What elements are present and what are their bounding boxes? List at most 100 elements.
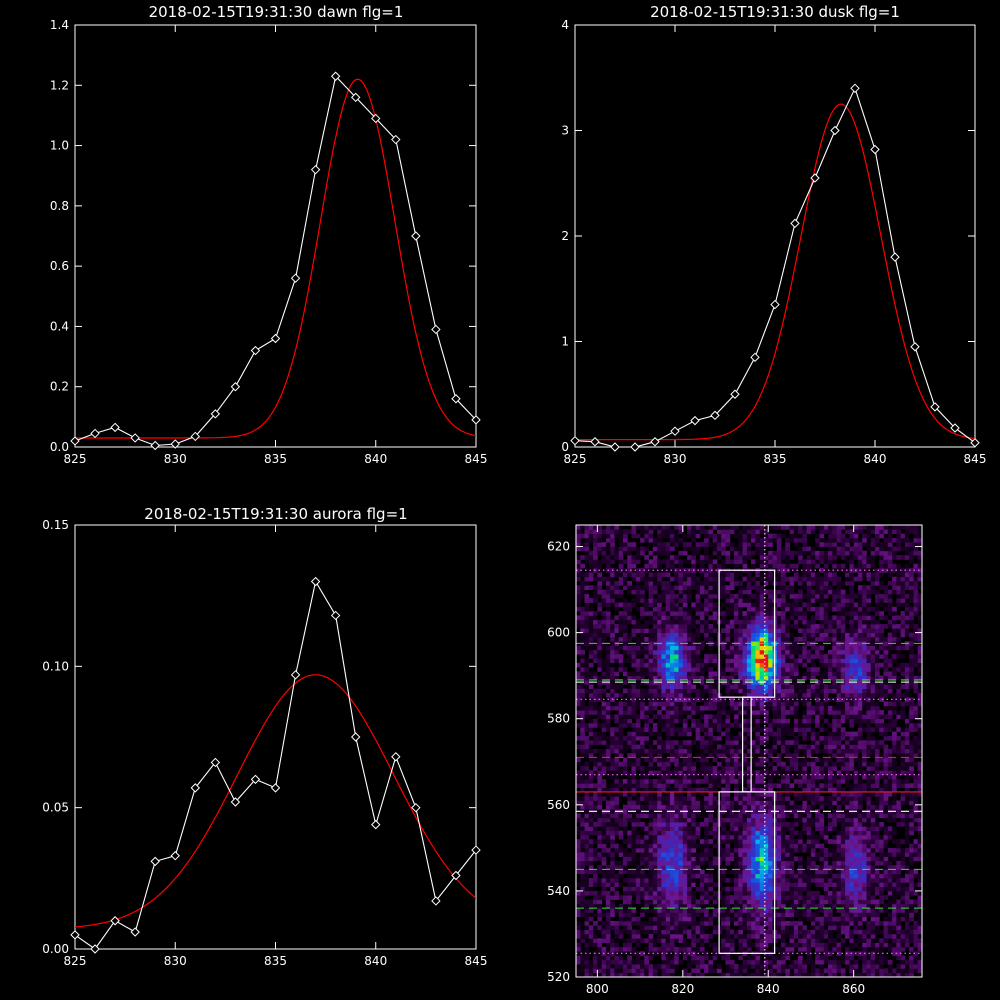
heatmap-pixel — [618, 968, 624, 974]
dusk-data-point — [970, 438, 980, 448]
heatmap-pixel — [678, 671, 684, 677]
heatmap-pixel — [605, 800, 611, 806]
heatmap-pixel — [678, 710, 684, 715]
heatmap-pixel — [759, 774, 765, 780]
heatmap-pixel — [635, 589, 641, 595]
heatmap-pixel — [755, 809, 761, 814]
heatmap-pixel — [588, 692, 594, 698]
heatmap-pixel — [652, 697, 658, 702]
heatmap-pixel — [682, 955, 688, 961]
heatmap-pixel — [768, 783, 773, 788]
heatmap-pixel — [802, 572, 808, 578]
heatmap-pixel — [751, 787, 756, 793]
heatmap-pixel — [785, 649, 790, 655]
heatmap-pixel — [627, 744, 632, 750]
heatmap-pixel — [691, 804, 696, 810]
heatmap-pixel — [648, 529, 654, 534]
heatmap-pixel — [614, 649, 620, 655]
heatmap-pixel — [610, 692, 615, 698]
heatmap-pixel — [670, 615, 675, 621]
heatmap-pixel — [755, 529, 761, 534]
heatmap-pixel — [631, 744, 637, 750]
heatmap-pixel — [588, 968, 594, 974]
heatmap-pixel — [618, 632, 624, 638]
heatmap-pixel — [665, 847, 671, 853]
heatmap-pixel — [704, 968, 709, 974]
heatmap-pixel — [648, 636, 654, 642]
heatmap-pixel — [789, 615, 795, 621]
heatmap-pixel — [772, 959, 778, 965]
heatmap-pixel — [682, 779, 688, 784]
heatmap-pixel — [729, 770, 735, 776]
heatmap-pixel — [789, 822, 795, 827]
heatmap-pixel — [793, 959, 799, 965]
heatmap-pixel — [751, 748, 756, 754]
heatmap-pixel — [734, 744, 739, 750]
heatmap-pixel — [576, 662, 581, 668]
heatmap-pixel — [627, 731, 632, 737]
heatmap-pixel — [618, 576, 624, 582]
heatmap-pixel — [648, 761, 654, 767]
heatmap-pixel — [768, 572, 773, 578]
heatmap-pixel — [742, 555, 748, 560]
heatmap-pixel — [746, 972, 752, 977]
heatmap-pixel — [734, 822, 739, 827]
heatmap-pixel — [593, 800, 598, 806]
heatmap-pixel — [674, 632, 679, 638]
heatmap-pixel — [687, 817, 692, 823]
heatmap-pixel — [640, 593, 645, 599]
heatmap-pixel — [674, 865, 679, 870]
heatmap-pixel — [793, 572, 799, 578]
heatmap-pixel — [725, 774, 731, 780]
heatmap-pixel — [648, 537, 654, 543]
heatmap-pixel — [725, 929, 731, 935]
heatmap-pixel — [644, 890, 649, 896]
heatmap-pixel — [618, 761, 624, 767]
heatmap-pixel — [785, 942, 790, 948]
heatmap-pixel — [593, 912, 598, 918]
heatmap-pixel — [764, 718, 769, 724]
heatmap-pixel — [759, 705, 765, 711]
heatmap-pixel — [670, 882, 675, 887]
heatmap-pixel — [576, 925, 581, 930]
heatmap-pixel — [785, 968, 790, 974]
heatmap-pixel — [576, 908, 581, 913]
heatmap-pixel — [806, 817, 812, 823]
heatmap-pixel — [631, 559, 637, 565]
heatmap-pixel — [652, 585, 658, 590]
heatmap-pixel — [751, 537, 756, 543]
heatmap-pixel — [605, 546, 611, 552]
heatmap-pixel — [661, 593, 667, 599]
heatmap-pixel — [695, 783, 701, 788]
heatmap-pixel — [734, 718, 739, 724]
heatmap-pixel — [776, 826, 782, 831]
heatmap-pixel — [584, 632, 590, 638]
heatmap-pixel — [614, 748, 620, 754]
heatmap-pixel — [806, 847, 812, 853]
heatmap-pixel — [759, 796, 765, 801]
heatmap-pixel — [789, 692, 795, 698]
heatmap-pixel — [751, 550, 756, 556]
heatmap-pixel — [635, 843, 641, 849]
heatmap-pixel — [597, 822, 603, 827]
heatmap-pixel — [746, 959, 752, 965]
heatmap-pixel — [593, 632, 598, 638]
heatmap-pixel — [588, 869, 594, 875]
heatmap-pixel — [635, 856, 641, 862]
heatmap-pixel — [734, 636, 739, 642]
heatmap-pixel — [699, 899, 705, 905]
heatmap-pixel — [610, 632, 615, 638]
heatmap-pixel — [623, 968, 628, 974]
heatmap-pixel — [682, 593, 688, 599]
heatmap-pixel — [665, 598, 671, 603]
heatmap-pixel — [576, 757, 581, 763]
heatmap-pixel — [708, 658, 714, 664]
heatmap-pixel — [623, 697, 628, 702]
heatmap-pixel — [640, 598, 645, 603]
heatmap-pixel — [627, 568, 632, 573]
aurora-data-point — [391, 752, 401, 762]
heatmap-pixel — [764, 636, 769, 642]
heatmap-pixel — [738, 946, 743, 952]
heatmap-pixel — [712, 615, 718, 621]
heatmap-pixel — [627, 615, 632, 621]
